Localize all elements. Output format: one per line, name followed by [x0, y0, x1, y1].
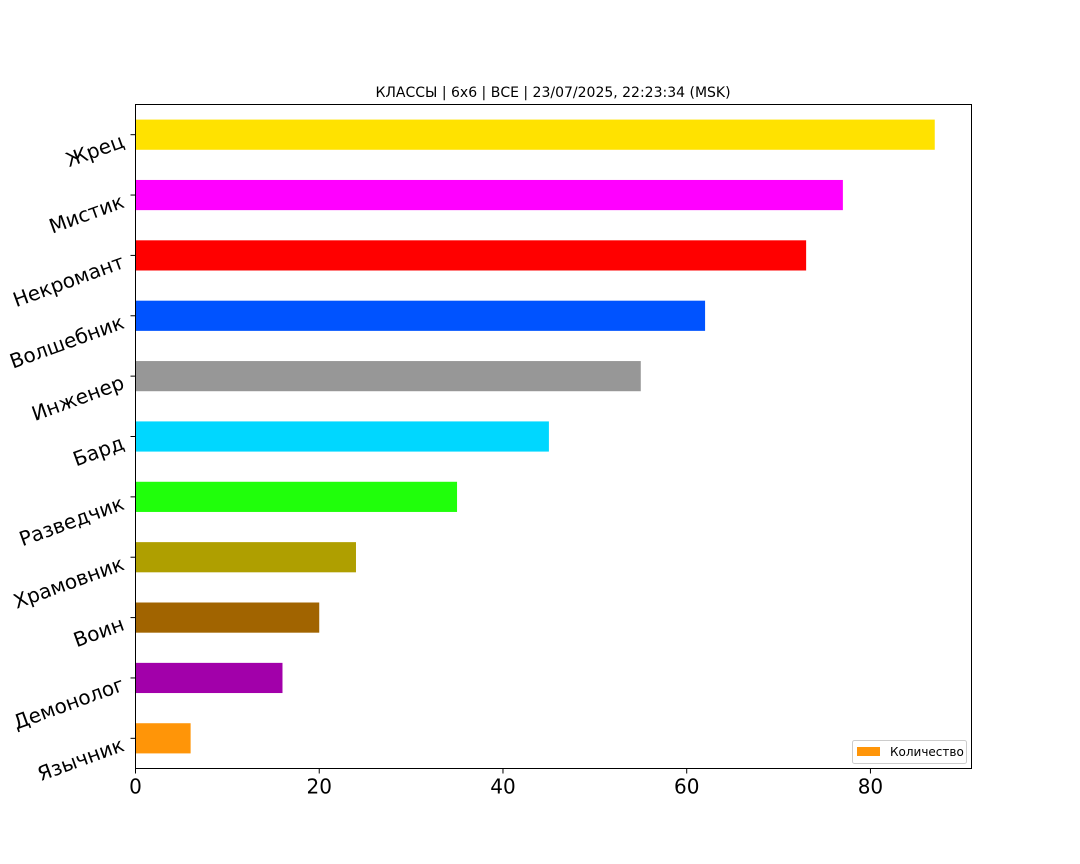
bar-11: [135, 723, 191, 754]
bar-5: [135, 361, 641, 392]
y-tick-label: Бард: [70, 431, 128, 472]
y-tick-label: Волшебник: [6, 310, 127, 374]
bar-10: [135, 662, 283, 694]
bar-2: [135, 179, 843, 211]
bar-9: [135, 602, 320, 633]
chart-title: КЛАССЫ | 6х6 | ВСЕ | 23/07/2025, 22:23:3…: [375, 85, 730, 101]
legend: Количество: [852, 740, 967, 764]
x-tick-label: 60: [674, 775, 699, 799]
y-tick-label: Разведчик: [16, 491, 127, 551]
y-tick-label: Жрец: [62, 129, 127, 172]
bar-7: [135, 481, 458, 512]
legend-label: Количество: [890, 745, 964, 759]
x-axis: 0 20 40 60 80: [129, 768, 883, 799]
y-tick-label: Инженер: [28, 370, 127, 426]
bar-8: [135, 542, 356, 573]
bar-1: [135, 119, 935, 150]
bar-6: [135, 421, 549, 452]
y-tick-label: Храмовник: [10, 551, 127, 613]
legend-box: [852, 740, 967, 764]
bar-4: [135, 300, 706, 331]
x-tick-label: 40: [490, 775, 515, 799]
y-tick-label: Мистик: [46, 189, 127, 238]
y-tick-label: Некромант: [10, 249, 128, 311]
bar-3: [135, 240, 807, 271]
y-tick-label: Воин: [70, 612, 127, 652]
bars-group: [135, 119, 935, 754]
y-tick-label: Демонолог: [10, 672, 127, 734]
y-tick-label: Язычник: [34, 732, 127, 785]
x-tick-label: 20: [307, 775, 332, 799]
x-tick-label: 80: [858, 775, 883, 799]
legend-swatch: [857, 747, 880, 756]
x-tick-label: 0: [129, 775, 142, 799]
